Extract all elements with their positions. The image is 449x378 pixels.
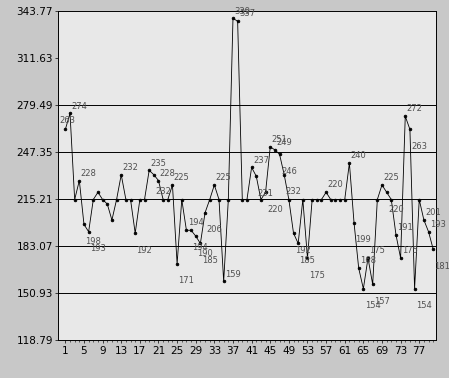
Text: 199: 199 bbox=[356, 235, 371, 245]
Text: 263: 263 bbox=[60, 116, 76, 125]
Text: 175: 175 bbox=[402, 246, 418, 255]
Text: 231: 231 bbox=[258, 189, 273, 198]
Text: 185: 185 bbox=[299, 256, 316, 265]
Text: 201: 201 bbox=[425, 208, 441, 217]
Text: 225: 225 bbox=[174, 173, 189, 182]
Text: 240: 240 bbox=[351, 151, 366, 160]
Text: 171: 171 bbox=[179, 276, 194, 285]
Text: 193: 193 bbox=[90, 244, 106, 253]
Text: 249: 249 bbox=[276, 138, 292, 147]
Text: 225: 225 bbox=[383, 173, 399, 182]
Text: 206: 206 bbox=[207, 225, 222, 234]
Text: 232: 232 bbox=[155, 187, 171, 196]
Text: 194: 194 bbox=[188, 218, 203, 228]
Text: 168: 168 bbox=[360, 257, 376, 265]
Text: 232: 232 bbox=[123, 163, 138, 172]
Text: 194: 194 bbox=[193, 243, 208, 252]
Text: 251: 251 bbox=[272, 135, 287, 144]
Text: 192: 192 bbox=[295, 246, 311, 255]
Text: 272: 272 bbox=[407, 104, 423, 113]
Text: 220: 220 bbox=[267, 205, 283, 214]
Text: 237: 237 bbox=[253, 156, 269, 165]
Text: 246: 246 bbox=[281, 167, 297, 176]
Text: 228: 228 bbox=[160, 169, 176, 178]
Text: 175: 175 bbox=[309, 271, 325, 280]
Text: 192: 192 bbox=[136, 246, 152, 255]
Text: 235: 235 bbox=[150, 158, 167, 167]
Text: 175: 175 bbox=[370, 246, 385, 255]
Text: 274: 274 bbox=[71, 102, 87, 110]
Text: 181: 181 bbox=[435, 262, 449, 271]
Text: 339: 339 bbox=[234, 6, 251, 15]
Text: 185: 185 bbox=[202, 256, 218, 265]
Text: 232: 232 bbox=[286, 187, 301, 196]
Text: 157: 157 bbox=[374, 297, 390, 306]
Text: 154: 154 bbox=[365, 301, 380, 310]
Text: 228: 228 bbox=[81, 169, 97, 178]
Text: 263: 263 bbox=[411, 142, 427, 151]
Text: 225: 225 bbox=[216, 173, 232, 182]
Text: 193: 193 bbox=[430, 220, 446, 229]
Text: 154: 154 bbox=[416, 301, 432, 310]
Text: 190: 190 bbox=[197, 249, 213, 258]
Text: 198: 198 bbox=[85, 237, 101, 246]
Text: 159: 159 bbox=[225, 270, 241, 279]
Text: 220: 220 bbox=[388, 205, 404, 214]
Text: 337: 337 bbox=[239, 9, 255, 19]
Text: 220: 220 bbox=[327, 180, 343, 189]
Text: 191: 191 bbox=[397, 223, 413, 232]
